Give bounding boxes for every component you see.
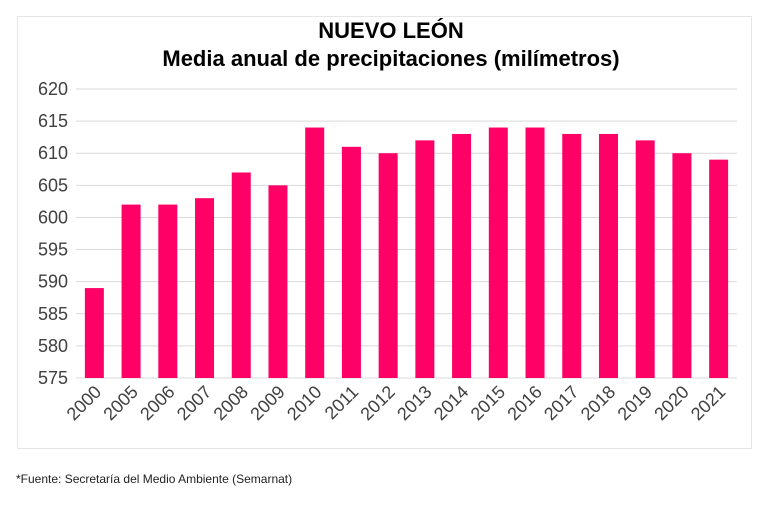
x-tick-label: 2010 bbox=[283, 382, 325, 424]
bar-2011 bbox=[341, 146, 361, 378]
bar-2016 bbox=[525, 127, 545, 379]
y-axis-ticks: 575 580 585 590 595 600 605 610 615 620 bbox=[38, 79, 68, 388]
x-tick-label: 2021 bbox=[687, 382, 729, 424]
bar-2020 bbox=[672, 153, 692, 378]
y-tick-label: 575 bbox=[38, 368, 68, 388]
chart-subtitle: Media anual de precipitaciones (milímetr… bbox=[162, 46, 620, 71]
x-tick-label: 2013 bbox=[393, 382, 435, 424]
x-tick-label: 2011 bbox=[321, 382, 363, 424]
x-tick-label: 2018 bbox=[577, 382, 619, 424]
y-tick-label: 600 bbox=[38, 207, 68, 227]
gridlines bbox=[76, 88, 737, 379]
x-tick-label: 2005 bbox=[99, 382, 141, 424]
x-axis-ticks: 2000200520062007200820092010201120122013… bbox=[63, 382, 730, 424]
bar-2009 bbox=[268, 185, 288, 378]
y-tick-label: 590 bbox=[38, 272, 68, 292]
bar-2013 bbox=[415, 140, 435, 378]
x-tick-label: 2017 bbox=[540, 382, 582, 424]
bar-2010 bbox=[305, 127, 325, 379]
bar-2005 bbox=[121, 204, 141, 378]
bar-2017 bbox=[562, 133, 582, 378]
source-footnote: *Fuente: Secretaría del Medio Ambiente (… bbox=[16, 472, 293, 486]
bar-2015 bbox=[488, 127, 508, 379]
x-tick-label: 2000 bbox=[63, 382, 105, 424]
y-tick-label: 610 bbox=[38, 143, 68, 163]
y-tick-label: 580 bbox=[38, 336, 68, 356]
bar-2014 bbox=[452, 133, 472, 378]
x-tick-label: 2008 bbox=[210, 382, 252, 424]
x-tick-label: 2020 bbox=[650, 382, 692, 424]
x-tick-label: 2019 bbox=[614, 382, 656, 424]
bar-2012 bbox=[378, 153, 398, 378]
bars bbox=[84, 127, 729, 379]
y-tick-label: 615 bbox=[38, 111, 68, 131]
x-tick-label: 2007 bbox=[173, 382, 215, 424]
bar-2019 bbox=[635, 140, 655, 378]
y-tick-label: 595 bbox=[38, 240, 68, 260]
bar-2006 bbox=[158, 204, 178, 378]
x-tick-label: 2009 bbox=[246, 382, 288, 424]
x-tick-label: 2012 bbox=[357, 382, 399, 424]
y-tick-label: 605 bbox=[38, 175, 68, 195]
y-tick-label: 620 bbox=[38, 79, 68, 99]
x-tick-label: 2016 bbox=[503, 382, 545, 424]
x-tick-label: 2015 bbox=[467, 382, 509, 424]
bar-2007 bbox=[195, 198, 215, 378]
x-tick-label: 2014 bbox=[430, 382, 472, 424]
y-tick-label: 585 bbox=[38, 304, 68, 324]
bar-2000 bbox=[84, 288, 104, 378]
bar-2021 bbox=[709, 159, 729, 378]
bar-2008 bbox=[231, 172, 251, 378]
bar-2018 bbox=[598, 133, 618, 378]
chart-title: NUEVO LEÓN bbox=[318, 18, 464, 43]
x-tick-label: 2006 bbox=[136, 382, 178, 424]
